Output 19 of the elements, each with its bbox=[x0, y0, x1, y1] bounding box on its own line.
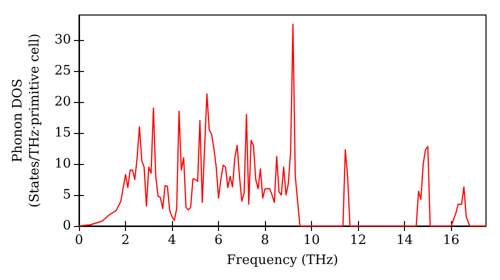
x-tick-label: 8 bbox=[260, 233, 270, 248]
x-tick-label: 2 bbox=[121, 233, 130, 248]
y-tick-label: 20 bbox=[54, 94, 71, 110]
x-axis-title: Frequency (THz) bbox=[226, 252, 338, 268]
x-tick-label: 10 bbox=[303, 233, 320, 248]
y-tick-label: 5 bbox=[62, 187, 71, 202]
y-axis-title: Phonon DOS (States/THz·primitive cell) bbox=[10, 33, 43, 208]
y-tick-label: 0 bbox=[62, 218, 71, 234]
y-tick-label: 25 bbox=[54, 63, 71, 78]
y-tick-label: 15 bbox=[54, 125, 71, 140]
x-tick-label: 0 bbox=[74, 233, 84, 248]
x-tick-label: 12 bbox=[350, 233, 366, 248]
x-tick-label: 14 bbox=[396, 233, 413, 248]
x-tick-label: 16 bbox=[442, 233, 460, 248]
y-tick-label: 10 bbox=[54, 156, 71, 172]
x-tick-label: 6 bbox=[214, 233, 223, 248]
y-tick-label: 30 bbox=[54, 32, 71, 48]
x-tick-label: 4 bbox=[168, 233, 176, 248]
line-series bbox=[78, 24, 487, 227]
